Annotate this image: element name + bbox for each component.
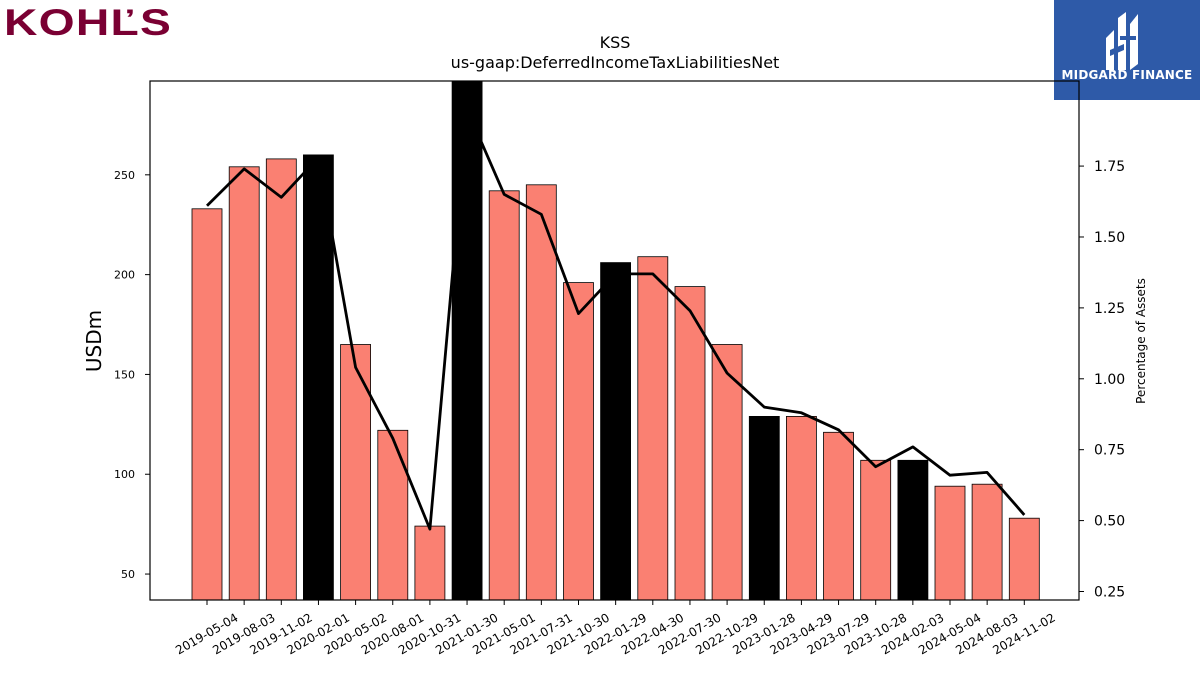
- bar-2020-08-01: [377, 429, 409, 601]
- bar-2021-01-30: [451, 80, 483, 601]
- y-tick-label: 200: [114, 269, 135, 282]
- bar-2022-10-29: [711, 344, 743, 601]
- bar-2020-05-02: [340, 344, 372, 601]
- bar-2022-01-29: [600, 262, 631, 601]
- y2-tick-label: 0.50: [1094, 514, 1125, 530]
- plot-frame: [149, 80, 1080, 601]
- y-tick-label: 150: [114, 368, 135, 381]
- bar-2021-10-30: [563, 282, 594, 601]
- y2-axis-label: Percentage of Assets: [1134, 278, 1148, 404]
- bar-2024-02-03: [897, 459, 929, 601]
- bar-2024-05-04: [934, 485, 966, 601]
- bar-2020-10-31: [414, 525, 446, 601]
- bar-2019-08-03: [228, 166, 260, 601]
- bar-2023-07-29: [823, 431, 854, 601]
- chart-subtitle: us-gaap:DeferredIncomeTaxLiabilitiesNet: [451, 53, 780, 72]
- kohls-logo: KOHĽS: [4, 2, 173, 43]
- y2-tick-label: 1.25: [1094, 301, 1125, 317]
- bar-2022-07-30: [674, 286, 706, 601]
- bar-2021-07-31: [525, 184, 557, 601]
- bar-2019-11-02: [265, 158, 297, 601]
- y-axis-label: USDm: [82, 310, 106, 372]
- bar-2019-05-04: [191, 208, 223, 601]
- y2-tick-label: 1.75: [1094, 159, 1125, 175]
- midgard-finance-logo: MIDGARD FINANCE: [1054, 0, 1200, 100]
- bars-layer: [191, 80, 1040, 601]
- bar-2024-08-03: [971, 483, 1003, 601]
- y-axis-right: 0.25 0.50 0.75 1.00 1.25 1.50 1.75: [1079, 159, 1125, 600]
- midgard-finance-label: MIDGARD FINANCE: [1061, 68, 1193, 82]
- percentage-line: [206, 108, 1026, 531]
- line-layer: [206, 108, 1026, 531]
- bar-2023-10-28: [860, 459, 892, 601]
- bar-2023-01-28: [748, 415, 780, 601]
- y2-tick-label: 0.75: [1094, 443, 1125, 459]
- bar-2022-04-30: [637, 256, 669, 601]
- y2-tick-label: 1.50: [1094, 230, 1125, 246]
- midgard-emblem-icon: [1106, 12, 1138, 70]
- bar-2021-05-01: [488, 190, 520, 601]
- y-tick-label: 50: [121, 568, 135, 581]
- y-axis-left: 50 100 150 200 250: [114, 169, 150, 581]
- bar-2024-11-02: [1008, 517, 1040, 601]
- y2-tick-label: 1.00: [1094, 372, 1125, 388]
- y2-tick-label: 0.25: [1094, 584, 1125, 600]
- chart-title: KSS: [600, 33, 631, 52]
- x-axis: 2019-05-042019-08-032019-11-022020-02-01…: [173, 600, 1058, 657]
- y-tick-label: 100: [114, 468, 135, 481]
- bar-2023-04-29: [786, 415, 817, 601]
- bar-2020-02-01: [302, 154, 334, 601]
- y-tick-label: 250: [114, 169, 135, 182]
